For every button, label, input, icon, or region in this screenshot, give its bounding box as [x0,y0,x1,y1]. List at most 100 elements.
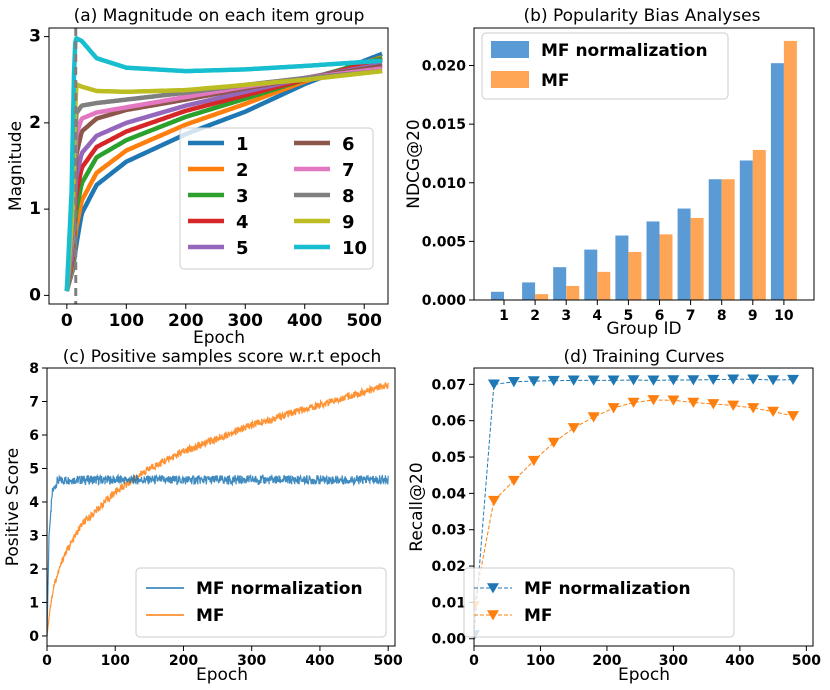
panel-d-ytick-label: 0.03 [431,523,466,539]
legend-swatch-mf-normalization [491,41,529,58]
recall-point-mf [747,403,760,414]
panel-c-legend-box [135,567,387,638]
magnitude-line-group-10 [64,36,384,292]
panel-a-ytick-label: 2 [29,113,41,133]
recall-point-mf [487,495,500,507]
panel-d: (d) Training Curves 0 100 200 300 400 500 0.0… [407,347,821,685]
bar-mf-normalization-group-6 [646,221,660,300]
recall-point-mf [647,395,660,406]
panel-a-ytick-label: 1 [29,199,41,219]
panel-b-xtick-label: 6 [655,308,665,324]
panel-a-title: (a) Magnitude on each item group [74,6,365,26]
panel-b-ytick-label: 0.015 [422,117,466,133]
bar-mf-group-2 [535,294,549,300]
bar-mf-normalization-group-7 [677,208,691,300]
legend-label-group-9: 9 [342,212,355,233]
panel-c-ytick-label: 4 [29,495,39,511]
panel-d-ytick-label: 0.07 [431,377,466,393]
panel-a-ytick-label: 3 [29,27,41,47]
panel-c-title: (c) Positive samples score w.r.t epoch [63,347,382,367]
legend-label-mf-normalization: MF normalization [541,41,708,61]
recall-point-mf-normalization [527,376,540,387]
bar-mf-group-4 [597,271,611,300]
panel-c-xtick-label: 500 [374,653,403,669]
bar-mf-normalization-group-4 [584,249,598,300]
panel-d-plot [474,374,800,641]
panel-c-ytick-label: 3 [29,528,39,544]
bar-mf-normalization-group-9 [739,160,753,300]
panel-a-ylabel: Magnitude [6,121,26,211]
panel-d-frame [473,367,814,647]
panel-c-ytick-label: 2 [29,562,39,578]
panel-b-xtick-label: 2 [530,308,540,324]
panel-b-frame [473,27,815,301]
panel-d-ytick-label: 0.05 [431,450,466,466]
recall-point-mf-normalization [507,377,520,388]
panel-c-xtick-label: 200 [169,653,198,669]
panel-c-plot [47,381,389,637]
bar-mf-normalization-group-1 [491,291,504,300]
panel-b-ytick-label: 0.020 [422,59,467,75]
legend-label-group-2: 2 [236,160,249,181]
recall-point-mf [567,423,580,434]
panel-a-xtick-label: 200 [168,311,204,331]
recall-point-mf [667,395,680,406]
panel-a-ytick-label: 0 [29,285,41,305]
panel-a-xtick-label: 100 [109,311,145,331]
panel-a-xtick-label: 300 [228,311,264,331]
panel-b-xtick-label: 10 [774,308,794,324]
panel-d-legend-box [463,567,735,638]
bar-mf-group-9 [752,149,766,300]
legend-label-mf: MF [524,606,553,626]
panel-b-ytick-label: 0.005 [422,234,466,250]
legend-label-mf: MF [196,606,225,626]
bar-mf-normalization-group-8 [708,179,722,300]
panel-c-ytick-label: 6 [29,428,39,444]
recall-point-mf-normalization [767,375,780,386]
panel-a-frame [48,27,389,305]
panel-a-plot [64,28,384,304]
panel-d-xtick-label: 400 [725,653,754,669]
bar-mf-normalization-group-10 [770,63,784,301]
bar-mf-group-10 [783,40,797,301]
panel-c-ytick-label: 8 [29,361,39,377]
legend-swatch-marker-mf-normalization [487,583,499,594]
bar-mf-group-6 [659,234,673,300]
score-line-mf [47,381,389,637]
recall-point-mf-normalization [727,374,740,385]
bar-mf-normalization-group-5 [615,235,629,300]
panel-b-ytick-label: 0.000 [422,293,467,309]
legend-label-group-3: 3 [236,186,249,207]
legend-label-group-7: 7 [342,160,355,181]
recall-point-mf [587,412,600,423]
magnitude-line-group-9 [64,68,384,292]
panel-a-xlabel: Epoch [193,328,245,348]
panel-b-ylabel: NDCG@20 [404,119,424,208]
panel-b-xlabel: Group ID [606,319,681,339]
recall-point-mf-normalization [567,375,580,386]
panel-d-ytick-label: 0.01 [431,595,466,611]
panel-c-ytick-label: 1 [29,595,39,611]
legend-label-mf-normalization: MF normalization [524,579,691,599]
recall-point-mf-normalization [647,375,660,386]
panel-c-xlabel: Epoch [196,665,248,685]
panel-b-xtick-label: 5 [624,308,634,324]
panel-c-ylabel: Positive Score [3,448,23,567]
panel-d-ytick-label: 0.02 [431,559,466,575]
recall-point-mf-normalization [587,375,600,386]
panel-a: (a) Magnitude on each item group 0 100 200… [6,6,389,348]
panel-d-ytick-label: 0.04 [431,486,466,502]
recall-point-mf-normalization [747,374,760,385]
panel-d-xtick-label: 500 [792,653,821,669]
panel-c-xtick-label: 0 [42,653,52,669]
score-line-mf-normalization [47,473,389,637]
recall-point-mf-normalization [707,374,720,386]
panel-d-ytick-label: 0.00 [431,632,466,648]
panel-a-legend: 1 2 3 4 5 6 7 8 9 10 [179,127,374,270]
panel-b-plot [491,40,797,301]
panel-a-xtick-label: 500 [346,311,382,331]
recall-point-mf-normalization [607,375,620,386]
panel-c-xtick-label: 300 [237,653,266,669]
panel-c: (c) Positive samples score w.r.t epoch 0… [3,347,403,685]
panel-b-legend-box [481,32,729,100]
